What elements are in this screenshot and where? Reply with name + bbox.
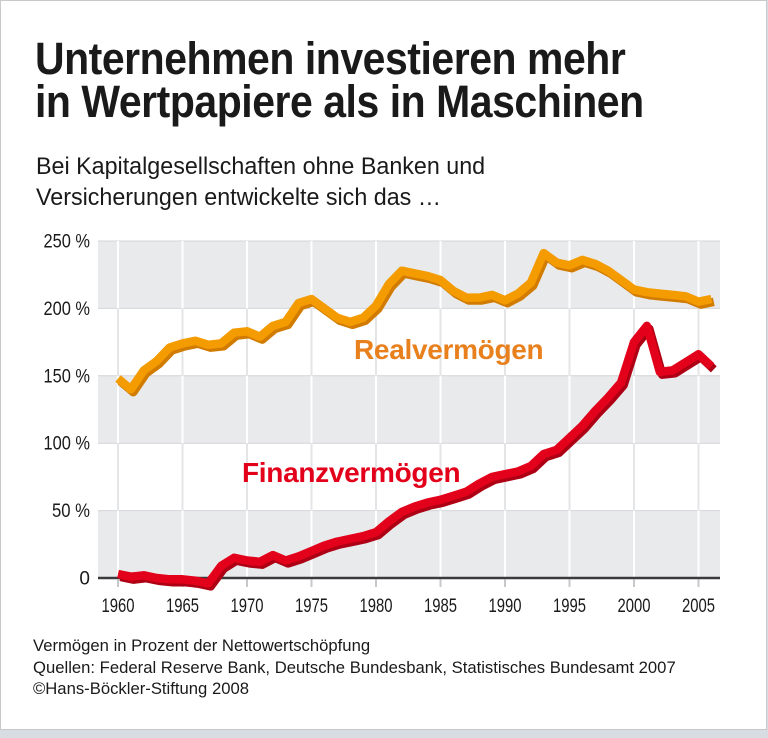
footer-note: Vermögen in Prozent der Nettowertschöpfu… [33,636,371,655]
realvermoegen-line-main [115,248,713,394]
realvermoegen-series-label: Realvermögen [354,334,544,365]
y-tick-label: 50 % [52,501,90,522]
y-tick-label: 150 % [44,366,91,387]
finanzvermoegen-series-label: Finanzvermögen [242,457,461,488]
title-line-1: Unternehmen investieren mehr [35,33,626,84]
finanzvermoegen-line [117,321,717,591]
title-line-2: in Wertpapiere als in Maschinen [35,76,644,127]
y-tick-label: 200 % [44,299,91,320]
subtitle-line-2: Versicherungen entwickelte sich das … [36,184,442,211]
x-tick-label: 1990 [489,596,522,617]
x-tick-label: 1965 [166,596,199,617]
chart-footer: Vermögen in Prozent der Nettowertschöpfu… [33,635,676,700]
x-tick-label: 1995 [553,596,586,617]
chart-subtitle: Bei Kapitalgesellschaften ohne Banken un… [36,151,485,213]
x-tick-label: 2005 [682,596,715,617]
finanzvermoegen-line-main [117,321,715,588]
x-axis-ticks [117,579,700,587]
footer-sources: Quellen: Federal Reserve Bank, Deutsche … [33,657,676,677]
subtitle-line-1: Bei Kapitalgesellschaften ohne Banken un… [36,153,486,180]
x-axis-labels: 1960 1965 1970 1975 1980 1985 1990 1995 2000 2005 [102,596,716,617]
realvermoegen-line [115,248,715,397]
x-tick-label: 1960 [102,596,135,617]
horizontal-gridlines [98,240,720,512]
x-tick-label: 2000 [618,596,651,617]
plot-bands [98,241,720,578]
x-tick-label: 1980 [360,596,393,617]
x-tick-label: 1970 [231,596,264,617]
x-tick-label: 1985 [424,596,457,617]
y-axis-labels: 0 50 % 100 % 150 % 200 % 250 % [44,232,91,590]
x-tick-label: 1975 [295,596,328,617]
y-tick-label: 250 % [44,232,91,253]
footer-copyright: ©Hans-Böckler-Stiftung 2008 [33,679,250,698]
y-tick-label: 100 % [44,434,91,455]
y-tick-label: 0 [79,569,90,590]
chart-title: Unternehmen investieren mehr in Wertpapi… [35,33,644,127]
